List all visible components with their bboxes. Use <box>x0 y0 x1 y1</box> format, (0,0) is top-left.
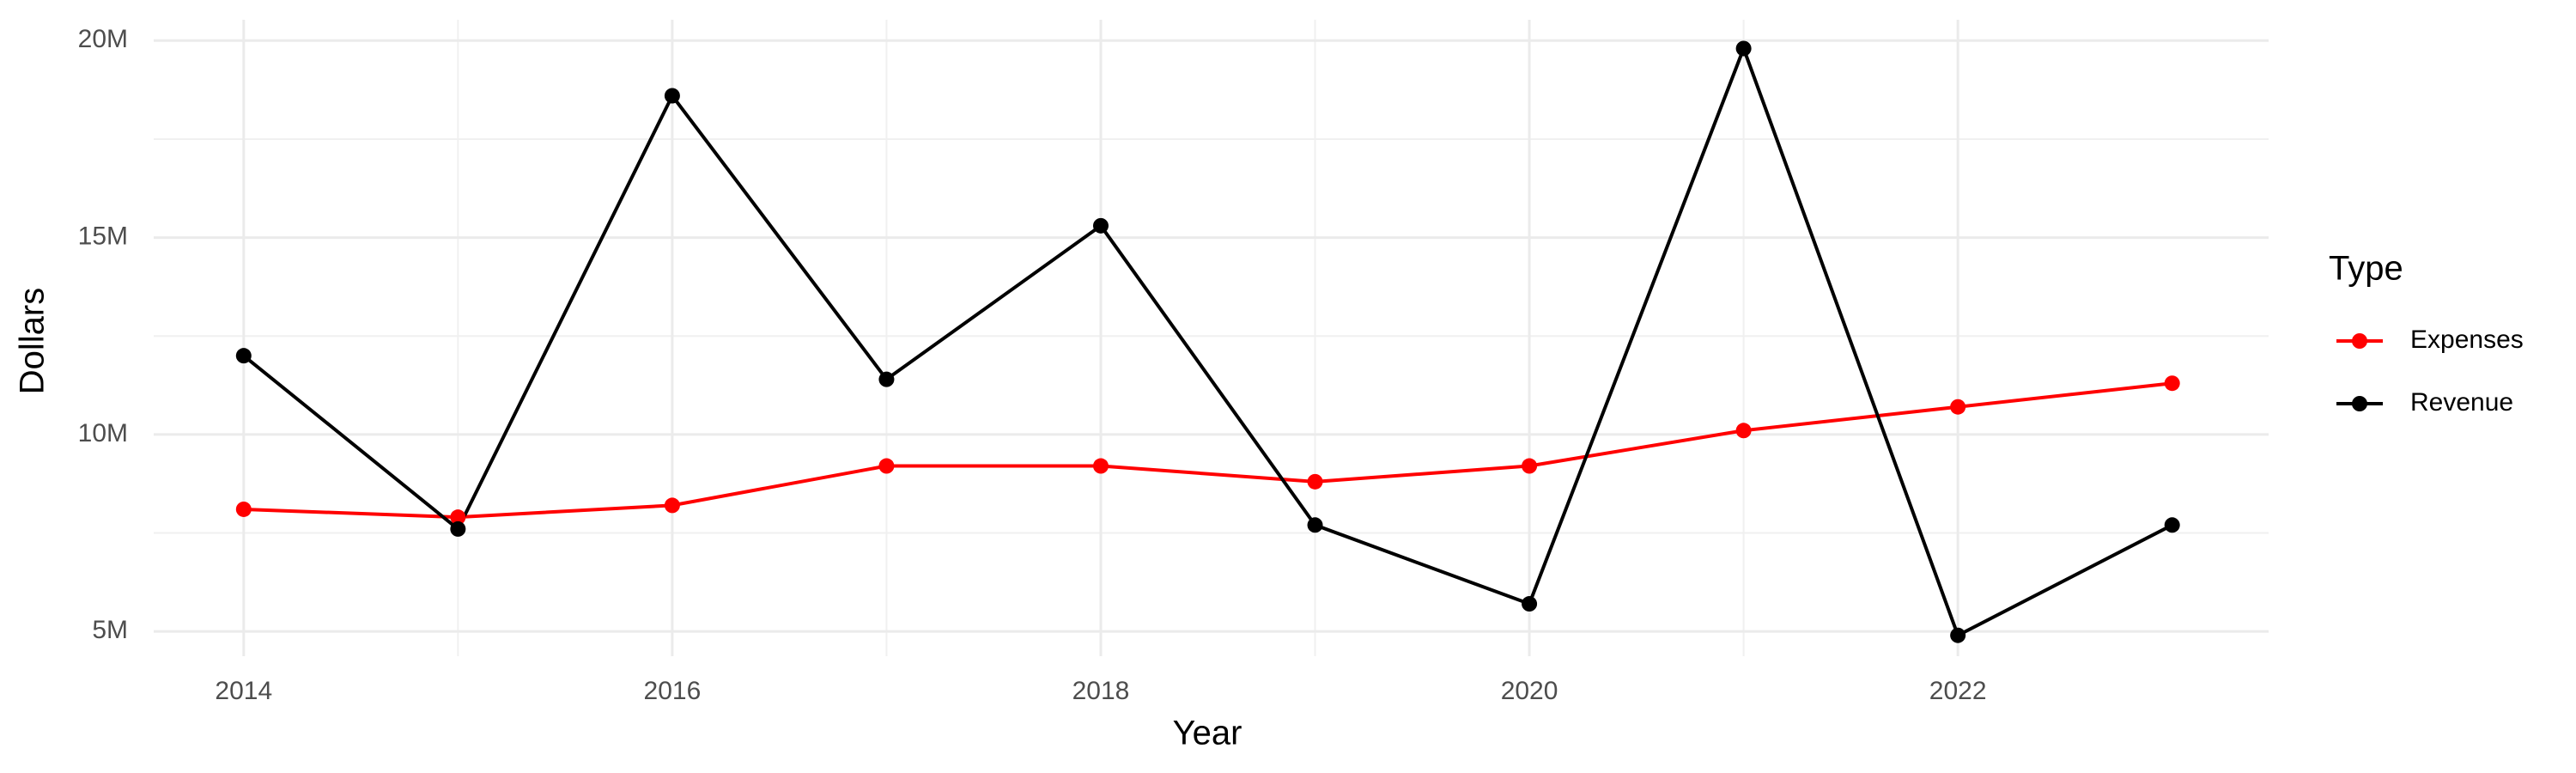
legend-label: Revenue <box>2410 388 2513 417</box>
x-tick-label: 2018 <box>1072 677 1130 705</box>
legend-dot <box>2352 333 2367 349</box>
data-point <box>1307 517 1323 533</box>
data-point <box>878 371 895 387</box>
data-point <box>1950 399 1966 415</box>
data-point <box>2164 517 2180 533</box>
data-point <box>664 88 680 104</box>
data-point <box>664 497 680 514</box>
x-tick-label: 2022 <box>1929 677 1987 705</box>
series-line <box>243 381 2172 520</box>
series-line <box>242 43 2173 638</box>
legend-title: Type <box>2329 250 2403 288</box>
y-tick-label: 15M <box>78 222 128 250</box>
data-point <box>1735 40 1752 57</box>
y-tick-label: 20M <box>78 25 128 53</box>
legend-dot <box>2352 396 2367 411</box>
data-point <box>450 520 466 537</box>
x-tick-label: 2016 <box>644 677 702 705</box>
y-axis-title: Dollars <box>14 288 52 394</box>
x-axis-title: Year <box>1173 715 1242 752</box>
data-point <box>1735 423 1752 439</box>
y-tick-label: 10M <box>78 419 128 447</box>
data-point <box>2164 375 2180 392</box>
x-tick-label: 2020 <box>1501 677 1558 705</box>
data-point <box>450 509 466 526</box>
data-point <box>1307 473 1323 490</box>
data-point <box>1950 627 1966 643</box>
data-point <box>1522 458 1538 474</box>
data-point <box>1522 596 1538 612</box>
y-tick-label: 5M <box>92 616 128 644</box>
legend-label: Expenses <box>2410 326 2524 354</box>
x-tick-label: 2014 <box>215 677 272 705</box>
data-point <box>235 501 252 517</box>
data-point <box>235 348 252 364</box>
data-point <box>1092 458 1109 474</box>
data-point <box>878 458 895 474</box>
data-point <box>1092 217 1109 234</box>
